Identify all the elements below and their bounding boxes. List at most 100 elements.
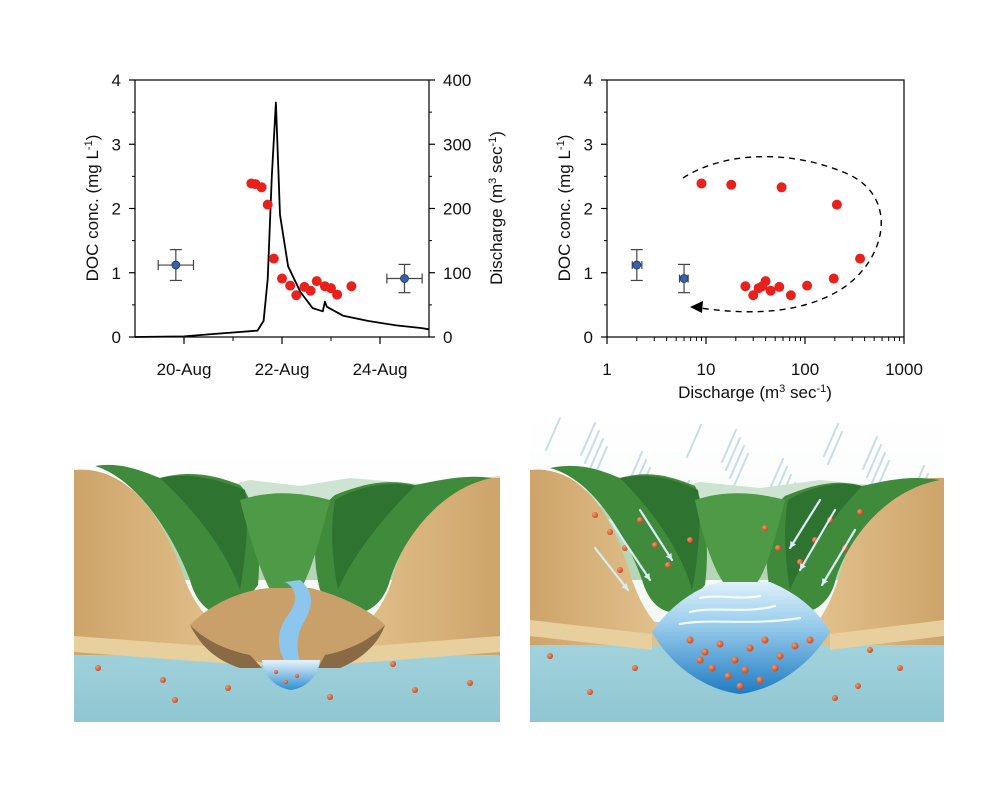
- left-y-axis-label: DOC conc. (mg L-1): [83, 135, 102, 282]
- right-y-axis: 0 100 200 300 400: [429, 71, 471, 347]
- y-tick-label: 0: [584, 328, 593, 347]
- left-hillslope: [74, 469, 262, 655]
- x-tick-label: 22-Aug: [255, 360, 310, 379]
- doc-particle: [696, 656, 704, 664]
- doc-particles: [547, 509, 903, 701]
- x-tick-label: 24-Aug: [353, 360, 408, 379]
- doc-point: [285, 280, 296, 291]
- hysteresis-arrowhead: [690, 301, 703, 313]
- doc-particle: [637, 517, 643, 523]
- plot-frame: [134, 79, 430, 338]
- doc-discharge-timeseries-chart: 0 1 2 3 4 0 100 200 300 400 20-Aug 22-Aug 24-Aug D…: [83, 71, 506, 379]
- y-axis-label: DOC conc. (mg L-1): [555, 135, 574, 282]
- rain-streak: [768, 458, 784, 492]
- flowpath-arrow: [820, 528, 857, 587]
- doc-particle: [897, 665, 903, 671]
- doc-particle: [467, 680, 473, 686]
- baseflow-valley-illustration: [74, 450, 500, 722]
- y-tick-label: 3: [584, 135, 593, 154]
- flowpath-arrowhead: [822, 578, 829, 585]
- doc-particle: [771, 664, 779, 672]
- x-tick-label: 20-Aug: [157, 360, 212, 379]
- doc-particle: [731, 656, 739, 664]
- doc-point: [311, 276, 322, 287]
- baseflow-point: [400, 274, 409, 283]
- left-y-axis: 0 1 2 3 4: [112, 71, 135, 347]
- doc-scatter-series: [246, 178, 357, 301]
- doc-particle: [761, 636, 769, 644]
- doc-particle: [607, 529, 613, 535]
- rain-streak: [733, 453, 749, 487]
- flowpath-arrowhead: [621, 583, 628, 590]
- doc-point: [696, 178, 707, 189]
- doc-point: [726, 179, 737, 190]
- doc-particle: [587, 689, 593, 695]
- doc-particle: [592, 512, 598, 518]
- flowpath-arrow: [788, 498, 822, 550]
- rain-streak: [862, 436, 878, 470]
- rain-streak: [686, 424, 702, 458]
- baseflow-errorbar-series: [157, 249, 423, 294]
- flowpath-arrows: [593, 498, 857, 592]
- left-y-tick-label: 0: [112, 328, 121, 347]
- baseflow-point: [171, 260, 181, 270]
- y-tick-label: 4: [584, 71, 593, 90]
- doc-particle: [390, 661, 396, 667]
- flowpath-arrowhead: [665, 553, 672, 560]
- left-hillslope: [530, 469, 690, 645]
- doc-particle: [857, 509, 863, 515]
- x-tick-label: 10: [697, 360, 716, 379]
- doc-particle: [708, 664, 716, 672]
- rain-streak: [866, 444, 882, 478]
- right-y-axis-label: Discharge (m3 sec-1): [487, 131, 506, 285]
- x-tick-label: 100: [791, 360, 819, 379]
- rain-streak: [823, 423, 839, 457]
- stream-pool: [262, 660, 320, 690]
- right-y-tick-label: 200: [443, 200, 471, 219]
- left-y-tick-label: 1: [112, 264, 121, 283]
- doc-particle: [95, 665, 101, 671]
- doc-particle: [225, 685, 231, 691]
- x-axis-label: Discharge (m3 sec-1): [678, 383, 832, 402]
- doc-particle: [412, 687, 418, 693]
- doc-particle: [274, 670, 278, 674]
- right-y-tick-label: 300: [443, 135, 471, 154]
- doc-point: [776, 182, 787, 193]
- doc-particle: [686, 636, 694, 644]
- flowpath-arrowhead: [643, 573, 650, 580]
- doc-particle: [756, 676, 764, 684]
- doc-point: [291, 290, 302, 301]
- doc-point: [855, 253, 866, 264]
- right-y-tick-label: 400: [443, 71, 471, 90]
- doc-point: [262, 199, 273, 210]
- doc-point: [753, 283, 764, 294]
- doc-point: [277, 273, 287, 284]
- doc-particle: [762, 525, 768, 531]
- doc-particle: [665, 562, 671, 568]
- flowpath-arrow: [638, 508, 674, 562]
- doc-point: [748, 290, 759, 301]
- rain-streak: [588, 438, 604, 472]
- rain-streak: [721, 429, 737, 463]
- baseflow-point: [679, 274, 689, 283]
- right-hillslope: [320, 477, 500, 655]
- discharge-line-series: [134, 101, 430, 338]
- doc-particle: [172, 697, 178, 703]
- flowpath-arrowhead: [800, 563, 806, 570]
- doc-particle: [327, 694, 333, 700]
- doc-particle: [736, 682, 744, 690]
- doc-point: [828, 273, 839, 284]
- doc-particle: [791, 642, 799, 650]
- left-y-tick-label: 3: [112, 135, 121, 154]
- doc-point: [268, 253, 279, 264]
- doc-particle: [652, 542, 658, 548]
- doc-point: [831, 199, 842, 210]
- doc-particle: [746, 644, 754, 652]
- right-hillslope: [790, 477, 944, 645]
- x-axis: 20-Aug 22-Aug 24-Aug: [157, 337, 408, 379]
- x-axis-log: 1 10 100 1000: [602, 337, 923, 379]
- doc-particle: [295, 674, 299, 678]
- left-y-tick-label: 4: [112, 71, 121, 90]
- doc-particle: [724, 672, 732, 680]
